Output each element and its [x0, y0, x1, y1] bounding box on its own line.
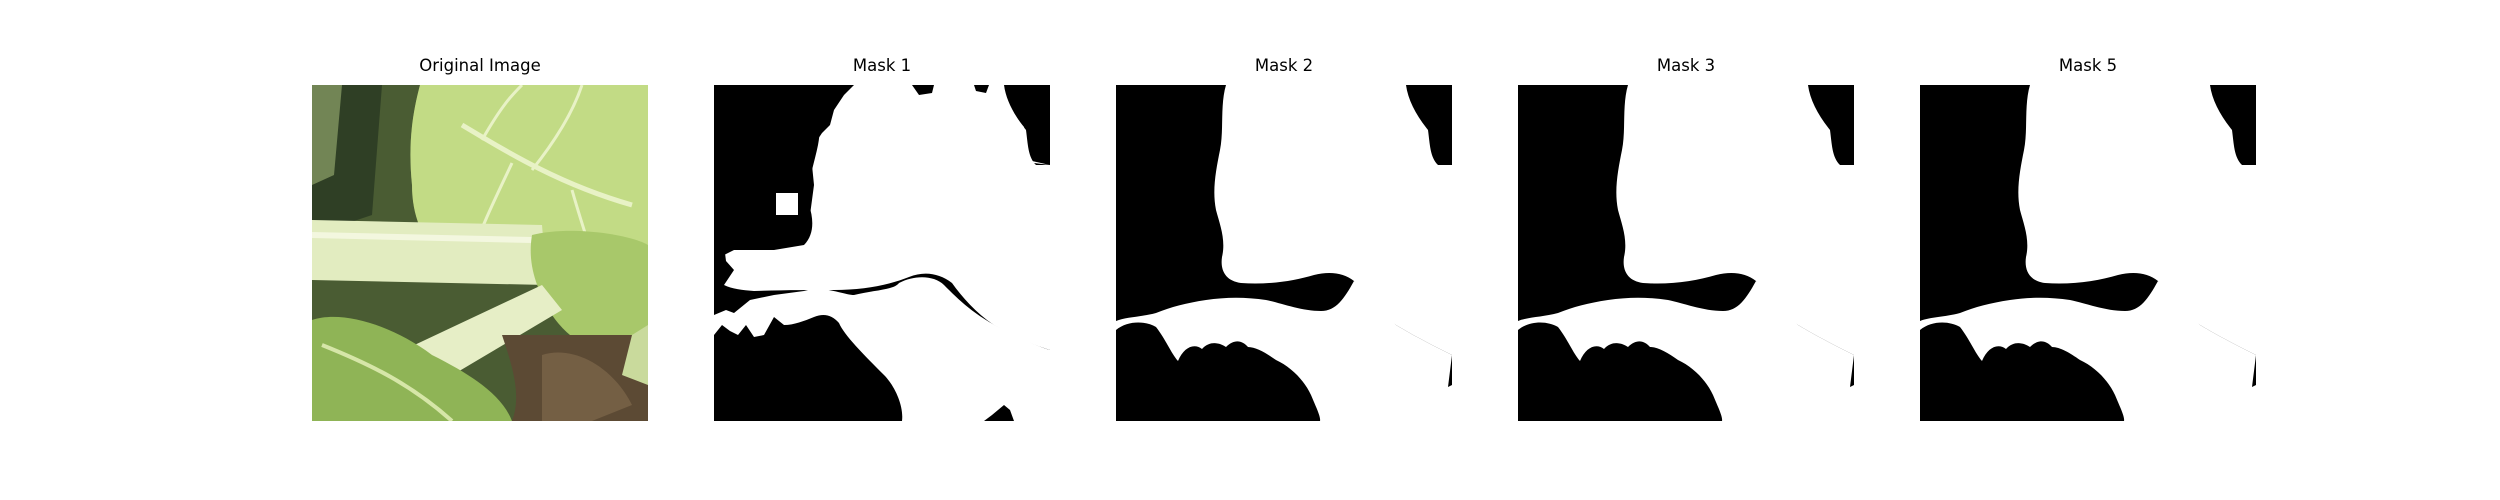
- mask-3-image: [1518, 85, 1854, 421]
- panel-mask-2: Mask 2: [1116, 54, 1452, 421]
- panel-mask-1: Mask 1: [714, 54, 1050, 421]
- panel-title: Original Image: [419, 56, 541, 75]
- panel-mask-5: Mask 5: [1920, 54, 2256, 421]
- panel-title: Mask 2: [1254, 56, 1314, 75]
- panel-original-image: Original Image: [312, 54, 648, 421]
- panel-mask-3: Mask 3: [1518, 54, 1854, 421]
- panel-title: Mask 3: [1656, 56, 1716, 75]
- mask-2-image: [1116, 85, 1452, 421]
- mask-5-image: [1920, 85, 2256, 421]
- panel-title: Mask 1: [852, 56, 912, 75]
- original-leaf-photo: [312, 85, 648, 421]
- panel-title: Mask 5: [2058, 56, 2118, 75]
- mask-1-image: [714, 85, 1050, 421]
